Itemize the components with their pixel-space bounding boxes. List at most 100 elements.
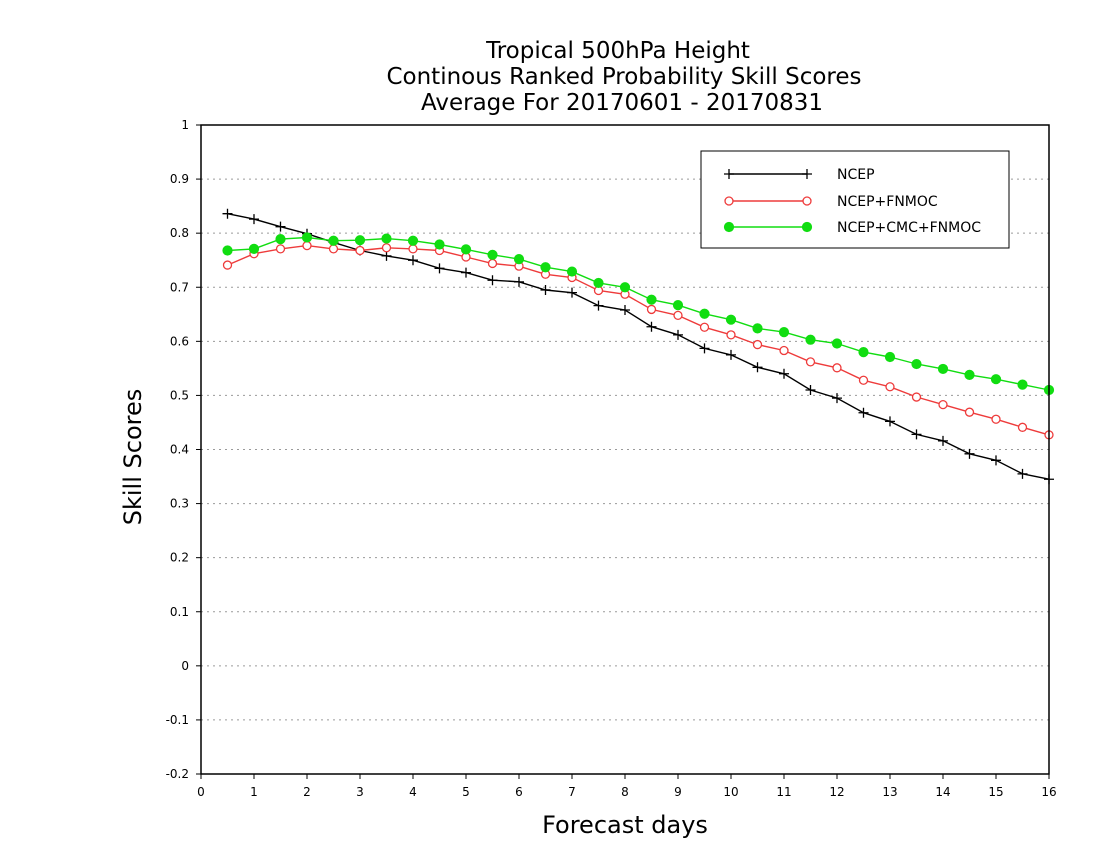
data-point	[802, 169, 812, 179]
x-tick-label: 7	[568, 785, 576, 799]
data-point	[248, 243, 260, 254]
x-tick-label: 9	[674, 785, 682, 799]
data-point	[222, 245, 233, 256]
x-tick-label: 15	[988, 785, 1003, 799]
data-point	[991, 414, 1001, 424]
plot-frame	[200, 124, 1050, 775]
chart-title: Tropical 500hPa Height Continous Ranked …	[386, 38, 861, 116]
x-tick-label: 16	[1041, 785, 1056, 799]
x-tick-label: 2	[303, 785, 311, 799]
data-point	[381, 233, 392, 244]
data-point	[805, 385, 816, 396]
data-point	[699, 343, 710, 354]
data-point	[487, 275, 498, 286]
data-point	[275, 244, 286, 254]
data-point	[408, 255, 418, 266]
legend-label: NCEP+CMC+FNMOC	[837, 220, 981, 236]
data-point	[673, 310, 683, 321]
x-tick-label: 4	[409, 785, 417, 799]
data-point	[884, 351, 896, 363]
series-line	[227, 236, 1050, 391]
data-point	[990, 374, 1002, 385]
data-point	[805, 334, 816, 345]
y-tick-label: 0.2	[170, 551, 189, 565]
data-point	[381, 243, 392, 253]
data-point	[434, 263, 445, 274]
y-tick-label: 1	[181, 118, 189, 132]
data-point	[779, 345, 789, 356]
data-point	[646, 304, 657, 315]
grid	[201, 178, 1049, 721]
data-point	[355, 245, 365, 256]
y-tick-label: 0	[181, 659, 189, 673]
data-point	[619, 282, 631, 293]
data-point	[328, 244, 339, 254]
y-tick-label: 0.9	[170, 172, 189, 186]
data-point	[964, 369, 975, 380]
data-point	[885, 382, 895, 392]
data-point	[540, 284, 551, 295]
data-point	[858, 407, 869, 418]
data-point	[222, 260, 233, 270]
data-point	[567, 287, 577, 298]
data-point	[354, 235, 366, 246]
series-layer	[222, 208, 1055, 485]
data-point	[593, 300, 604, 311]
data-point	[832, 393, 842, 404]
data-point	[724, 169, 734, 179]
data-point	[937, 363, 949, 375]
data-point	[1017, 422, 1028, 432]
data-point	[858, 375, 869, 385]
data-point	[275, 221, 286, 232]
legend-label: NCEP	[837, 167, 875, 183]
y-tick-label: 0.4	[170, 443, 189, 457]
data-point	[832, 363, 842, 373]
y-tick-label: -0.2	[166, 767, 189, 781]
data-point	[779, 368, 789, 379]
data-point	[460, 244, 472, 255]
title-line-1: Tropical 500hPa Height	[485, 38, 750, 64]
data-point	[752, 362, 763, 373]
x-tick-label: 14	[935, 785, 950, 799]
data-point	[646, 321, 657, 332]
data-point	[540, 262, 551, 273]
series-line	[227, 213, 1050, 480]
legend-label: NCEP+FNMOC	[837, 194, 938, 210]
data-point	[301, 232, 313, 243]
data-point	[249, 214, 259, 225]
x-tick-label: 6	[515, 785, 523, 799]
x-tick-label: 3	[356, 785, 364, 799]
data-point	[723, 221, 735, 233]
title-line-2: Continous Ranked Probability Skill Score…	[386, 64, 861, 90]
x-tick-label: 1	[250, 785, 258, 799]
data-point	[302, 240, 312, 251]
axis-ticks: -0.2-0.100.10.20.30.40.50.60.70.80.910 1 2…	[166, 118, 1057, 799]
x-tick-label: 10	[723, 785, 738, 799]
data-point	[487, 249, 498, 260]
data-point	[802, 196, 812, 206]
data-point	[964, 407, 975, 417]
data-point	[1017, 468, 1028, 479]
legend-box	[700, 150, 1010, 249]
data-point	[911, 392, 922, 402]
x-tick-label: 8	[621, 785, 629, 799]
data-point	[752, 323, 763, 334]
data-point	[328, 235, 339, 246]
data-point	[805, 357, 816, 367]
data-point	[407, 235, 419, 246]
series-1	[222, 240, 1054, 440]
y-tick-label: 0.3	[170, 497, 189, 511]
x-tick-label: 11	[776, 785, 791, 799]
data-point	[991, 455, 1001, 466]
data-point	[778, 327, 790, 338]
data-point	[752, 339, 763, 350]
series-line	[227, 244, 1050, 436]
y-tick-label: 0.8	[170, 226, 189, 240]
data-point	[381, 250, 392, 261]
data-point	[726, 349, 736, 360]
y-tick-label: -0.1	[166, 713, 189, 727]
data-point	[911, 358, 922, 370]
data-point	[275, 234, 286, 245]
data-point	[801, 221, 813, 233]
